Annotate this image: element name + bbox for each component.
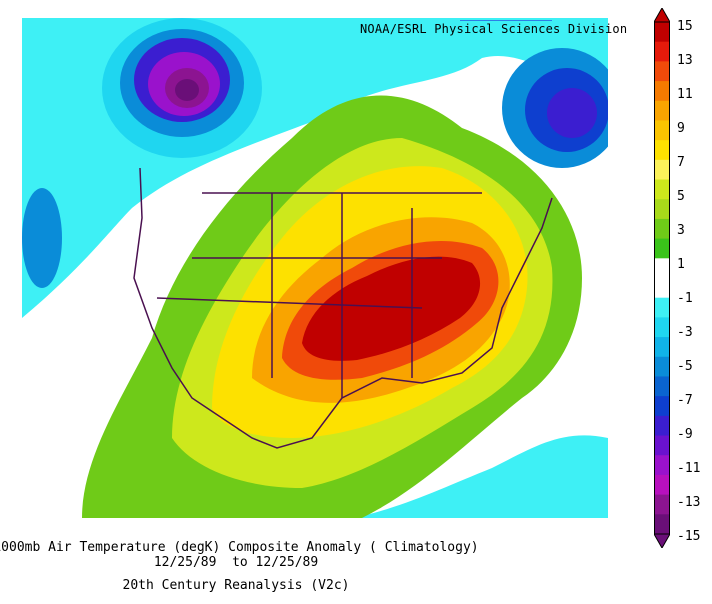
legend-swatch <box>654 22 670 43</box>
legend-swatch <box>654 140 670 161</box>
legend-swatch <box>654 100 670 121</box>
legend-swatch <box>654 159 670 181</box>
legend-tick-label: 7 <box>677 155 685 170</box>
legend-swatch <box>654 278 670 299</box>
legend-swatch <box>654 218 670 240</box>
legend-swatch <box>654 81 670 102</box>
legend-tick-label: -1 <box>677 291 693 306</box>
color-legend-bar <box>654 8 670 548</box>
legend-tick-label: -11 <box>677 461 701 476</box>
legend-swatch <box>654 474 670 496</box>
legend-swatch <box>654 435 670 456</box>
legend-tick-label: 5 <box>677 189 685 204</box>
legend-swatch <box>654 199 670 220</box>
legend-tick-label: 15 <box>677 19 693 34</box>
legend-tick-label: -9 <box>677 427 693 442</box>
legend-tick-label: 11 <box>677 87 693 102</box>
legend-swatch <box>654 61 670 82</box>
legend-swatch <box>654 258 670 279</box>
legend-tick-label: -3 <box>677 325 693 340</box>
credit-text: NOAA/ESRL Physical Sciences Division <box>360 22 628 36</box>
legend-swatch <box>654 376 670 397</box>
caption-title: 1000mb Air Temperature (degK) Composite … <box>0 540 479 555</box>
legend-top-arrow <box>654 8 670 23</box>
legend-swatch <box>654 179 670 200</box>
legend-bottom-arrow <box>654 533 670 548</box>
legend-swatch <box>654 41 670 62</box>
legend-tick-label: 1 <box>677 257 685 272</box>
legend-swatch <box>654 317 670 338</box>
legend-swatch <box>654 356 670 377</box>
legend-tick-label: 9 <box>677 121 685 136</box>
legend-tick-label: -15 <box>677 529 701 544</box>
legend-tick-label: -13 <box>677 495 701 510</box>
legend-swatch <box>654 514 670 535</box>
legend-tick-label: -5 <box>677 359 693 374</box>
temperature-anomaly-map <box>22 18 608 518</box>
legend-tick-label: -7 <box>677 393 693 408</box>
credit-underline <box>460 20 552 21</box>
legend-swatch <box>654 120 670 141</box>
caption-dataset: 20th Century Reanalysis (V2c) <box>122 578 350 593</box>
legend-swatch <box>654 238 670 259</box>
caption-date-range: 12/25/89 to 12/25/89 <box>153 555 319 570</box>
legend-swatch <box>654 297 670 318</box>
legend-swatch <box>654 455 670 476</box>
legend-swatch <box>654 337 670 358</box>
legend-tick-label: 3 <box>677 223 685 238</box>
legend-tick-label: 13 <box>677 53 693 68</box>
legend-swatch <box>654 396 670 417</box>
legend-swatch <box>654 494 670 515</box>
legend-swatch <box>654 415 670 437</box>
legend-border <box>654 21 670 535</box>
